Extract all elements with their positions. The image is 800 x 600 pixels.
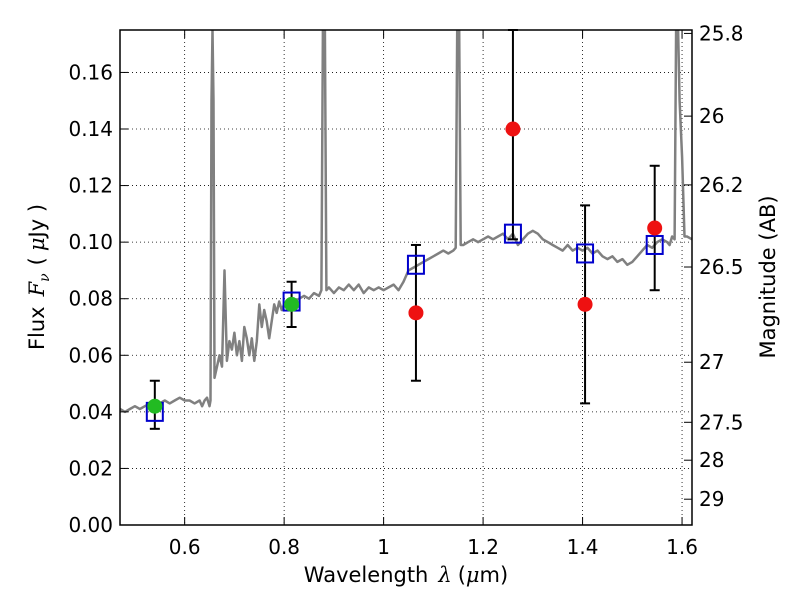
x-tick-label: 1.2 <box>467 535 499 559</box>
x-tick-label: 1 <box>377 535 390 559</box>
plot-frame <box>119 29 693 526</box>
y-tick-label: 0.00 <box>68 513 113 537</box>
y-tick-label: 0.12 <box>68 174 113 198</box>
x-axis-label: Wavelength λ (μm) <box>304 563 508 587</box>
y2-tick-label: 25.8 <box>699 21 744 45</box>
model-photometry-squares <box>145 223 664 422</box>
model-square <box>576 243 595 264</box>
y-tick-label: 0.16 <box>68 60 113 84</box>
x-tick-label: 1.6 <box>666 535 698 559</box>
y2-tick-label: 27.5 <box>699 410 744 434</box>
model-square <box>645 234 664 255</box>
photometry-point <box>147 398 163 414</box>
y-tick-label: 0.02 <box>68 456 113 480</box>
photometry-point <box>647 220 663 236</box>
y2-tick-label: 28 <box>699 448 724 472</box>
y-axis-label: FluxFν(μJy ) <box>25 204 53 350</box>
spectrum-line <box>120 30 692 414</box>
model-square <box>406 254 425 275</box>
axis-ticks: 0.6 0.8 1 1.2 1.4 1.6 0.00 0.02 0.04 0.06 0.08 0.10… <box>68 21 743 559</box>
y2-tick-label: 26.5 <box>699 255 744 279</box>
photometry-point <box>577 296 593 312</box>
y-tick-label: 0.04 <box>68 400 113 424</box>
y-tick-label: 0.14 <box>68 117 113 141</box>
model-spectrum <box>120 30 692 414</box>
observed-photometry-points <box>147 121 663 414</box>
y-tick-label: 0.10 <box>68 230 113 254</box>
photometry-point <box>284 296 300 312</box>
x-tick-label: 0.8 <box>268 535 300 559</box>
error-bars <box>149 29 660 430</box>
x-tick-label: 0.6 <box>169 535 201 559</box>
photometry-point <box>505 121 521 137</box>
y2-tick-label: 26.2 <box>699 173 744 197</box>
y2-tick-label: 29 <box>699 487 724 511</box>
y-tick-label: 0.08 <box>68 287 113 311</box>
grid <box>120 30 692 525</box>
y2-axis-label: Magnitude (AB) <box>756 195 780 358</box>
y-tick-label: 0.06 <box>68 343 113 367</box>
photometry-point <box>408 305 424 321</box>
y2-tick-label: 26 <box>699 104 724 128</box>
model-square <box>503 223 522 244</box>
y2-tick-label: 27 <box>699 350 724 374</box>
x-tick-label: 1.4 <box>567 535 599 559</box>
